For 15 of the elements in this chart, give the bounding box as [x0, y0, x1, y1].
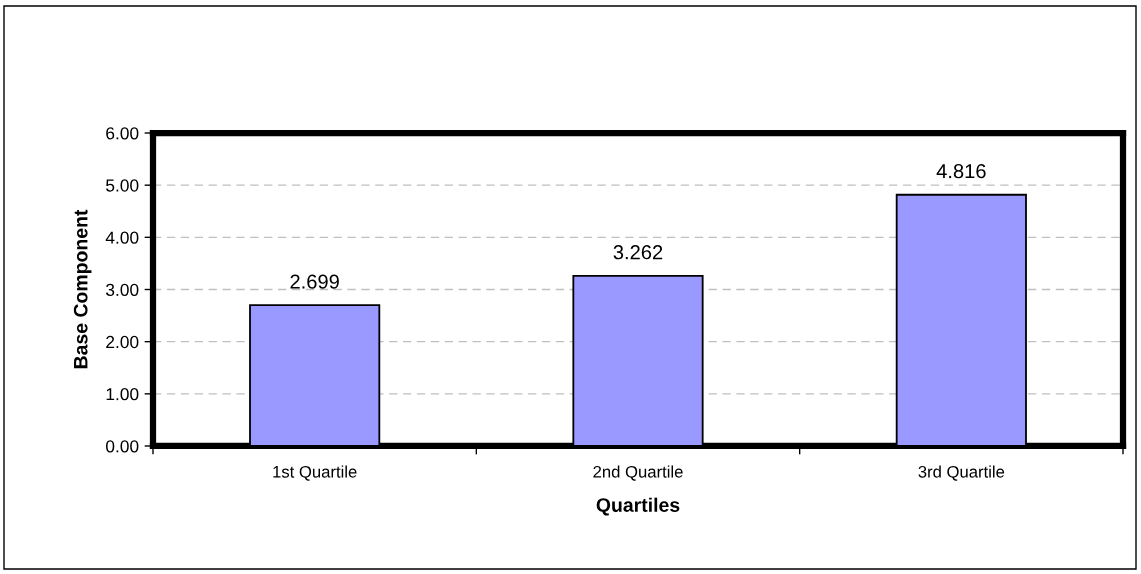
y-tick-label: 4.00	[105, 231, 139, 244]
x-axis-title: Quartiles	[596, 497, 680, 516]
data-label: 4.816	[936, 164, 986, 179]
y-tick-label: 0.00	[106, 440, 139, 453]
y-tick-label: 5.00	[106, 179, 139, 192]
y-tick-label: 6.00	[106, 127, 139, 140]
y-tick-label: 1.00	[106, 388, 139, 401]
y-tick-label: 3.00	[105, 283, 139, 296]
y-tick-label: 2.00	[106, 335, 139, 349]
y-axis-title: Base Component	[73, 209, 92, 369]
x-tick-label: 1st Quartile	[273, 465, 357, 481]
x-tick-label: 3rd Quartile	[918, 465, 1005, 481]
data-label: 2.699	[290, 274, 339, 289]
data-label: 3.262	[613, 245, 663, 260]
x-tick-label: 2nd Quartile	[593, 465, 683, 481]
